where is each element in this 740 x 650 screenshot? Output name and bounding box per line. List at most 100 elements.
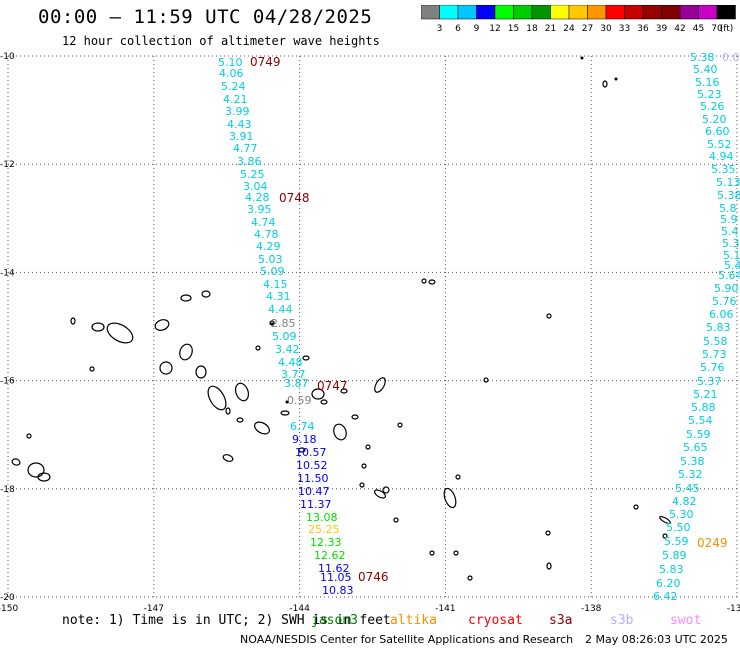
footer-note: note: 1) Time is in UTC; 2) SWH is in fe… bbox=[62, 613, 391, 628]
wave-height-value: 5.30 bbox=[669, 508, 694, 521]
island-outline bbox=[467, 575, 473, 581]
island-outline bbox=[359, 482, 365, 488]
wave-height-value: 5.40 bbox=[693, 63, 718, 76]
island-outline bbox=[222, 454, 234, 462]
island-outline bbox=[106, 322, 134, 344]
island-outline bbox=[37, 472, 51, 482]
island-outline bbox=[546, 313, 552, 319]
lat-tick-label: -18 bbox=[0, 485, 15, 495]
wave-height-value: 4.06 bbox=[219, 67, 244, 80]
wave-height-value: 5.90 bbox=[714, 282, 739, 295]
wave-height-value: 6.42 bbox=[653, 590, 678, 603]
pass-label: 0746 bbox=[358, 570, 389, 584]
wave-height-value: 10.57 bbox=[295, 446, 327, 459]
wave-height-value: 5.3 bbox=[722, 237, 740, 250]
colorbar-tick-label: 24 bbox=[563, 24, 575, 34]
marker-dot bbox=[614, 77, 618, 81]
pass-label: 0749 bbox=[250, 55, 281, 69]
wave-height-value: 5.45 bbox=[675, 482, 700, 495]
wave-height-value: 12.33 bbox=[310, 536, 342, 549]
wave-height-value: 3.95 bbox=[247, 203, 272, 216]
island-outline bbox=[26, 433, 32, 439]
island-outline bbox=[374, 377, 386, 393]
lon-tick-label: -144 bbox=[289, 604, 310, 614]
wave-height-value: 4.77 bbox=[233, 142, 258, 155]
wave-height-value: 5.64 bbox=[718, 269, 740, 282]
wave-height-value: 5.4 bbox=[721, 225, 739, 238]
satellite-s3a: s3a bbox=[549, 613, 573, 628]
island-outline bbox=[207, 385, 227, 411]
wave-height-value: 4.74 bbox=[251, 216, 276, 229]
wave-height-value: 4.28 bbox=[245, 191, 270, 204]
island-outline bbox=[662, 533, 668, 539]
island-outline bbox=[320, 399, 328, 405]
wave-height-value: 5.4 bbox=[724, 259, 740, 272]
island-outline bbox=[633, 504, 639, 510]
wave-height-value: 4.43 bbox=[227, 118, 252, 131]
wave-height-value: 5.50 bbox=[666, 521, 691, 534]
wave-height-value: 11.50 bbox=[297, 472, 329, 485]
wave-height-value: 5.58 bbox=[703, 335, 728, 348]
wave-height-value: 5.38 bbox=[690, 51, 715, 64]
wave-height-value: 3.87 bbox=[284, 377, 309, 390]
wave-height-value: 5.9 bbox=[720, 213, 738, 226]
pass-label: 0748 bbox=[279, 191, 310, 205]
wave-height-value: 6.60 bbox=[705, 125, 730, 138]
wave-height-value: 4.44 bbox=[268, 303, 293, 316]
track-mark bbox=[270, 322, 274, 326]
satellite-altika: altika bbox=[390, 613, 437, 628]
island-outline bbox=[545, 530, 551, 536]
lat-tick-label: -20 bbox=[0, 593, 15, 603]
colorbar-tick-label: 6 bbox=[455, 24, 461, 34]
wave-height-value: 5.03 bbox=[258, 253, 283, 266]
wave-height-value: 5.21 bbox=[693, 388, 718, 401]
satellite-cryosat: cryosat bbox=[468, 613, 523, 628]
wave-height-value: 5.8 bbox=[719, 202, 737, 215]
wave-height-value: 4.31 bbox=[266, 290, 291, 303]
lon-tick-label: -150 bbox=[0, 604, 18, 614]
colorbar-tick-label: 18 bbox=[526, 24, 538, 34]
wave-height-value: 5.76 bbox=[700, 361, 725, 374]
island-outline bbox=[91, 322, 105, 332]
wave-height-value: 5.59 bbox=[686, 428, 711, 441]
island-outline bbox=[311, 388, 325, 400]
colorbar-tick-label: 30 bbox=[600, 24, 612, 34]
wave-height-value: 5.83 bbox=[659, 563, 684, 576]
island-outline bbox=[393, 517, 399, 523]
pass-label: 0249 bbox=[697, 536, 728, 550]
wave-height-value: 5.1 bbox=[723, 249, 740, 262]
wave-height-value: 5.13 bbox=[716, 176, 740, 189]
wave-height-value: 5.09 bbox=[272, 330, 297, 343]
island-outline bbox=[382, 486, 390, 494]
island-outline bbox=[225, 407, 231, 415]
colorbar-tick-label: 21 bbox=[545, 24, 556, 34]
wave-height-value: 3.42 bbox=[275, 343, 300, 356]
wave-height-value: 5.38 bbox=[717, 189, 740, 202]
wave-height-value: 11.37 bbox=[300, 498, 332, 511]
wave-height-value: 3.04 bbox=[243, 180, 268, 193]
colorbar-unit: (ft) bbox=[720, 24, 734, 34]
wave-height-value: 0.07 bbox=[722, 51, 740, 64]
island-outline bbox=[373, 489, 387, 499]
lat-tick-label: -14 bbox=[0, 268, 15, 278]
island-outline bbox=[27, 462, 45, 478]
wave-height-value: 5.89 bbox=[662, 549, 687, 562]
island-outline bbox=[429, 550, 435, 556]
wave-height-value: 5.52 bbox=[707, 138, 732, 151]
wave-height-value: 13.08 bbox=[306, 511, 338, 524]
lon-tick-label: -135 bbox=[727, 604, 740, 614]
marker-dot bbox=[580, 56, 584, 60]
wave-height-value: 25.25 bbox=[308, 523, 340, 536]
wave-height-value: 5.26 bbox=[700, 100, 725, 113]
wave-height-value: 0.59 bbox=[287, 394, 312, 407]
island-outline bbox=[234, 382, 250, 402]
island-outline bbox=[302, 355, 310, 361]
island-outline bbox=[453, 550, 459, 556]
island-outline bbox=[397, 422, 403, 428]
wave-height-value: 4.21 bbox=[223, 93, 248, 106]
island-outline bbox=[428, 279, 436, 285]
wave-height-value: 5.09 bbox=[260, 265, 285, 278]
wave-height-value: 5.32 bbox=[678, 468, 703, 481]
wave-height-value: 6.74 bbox=[290, 420, 315, 433]
